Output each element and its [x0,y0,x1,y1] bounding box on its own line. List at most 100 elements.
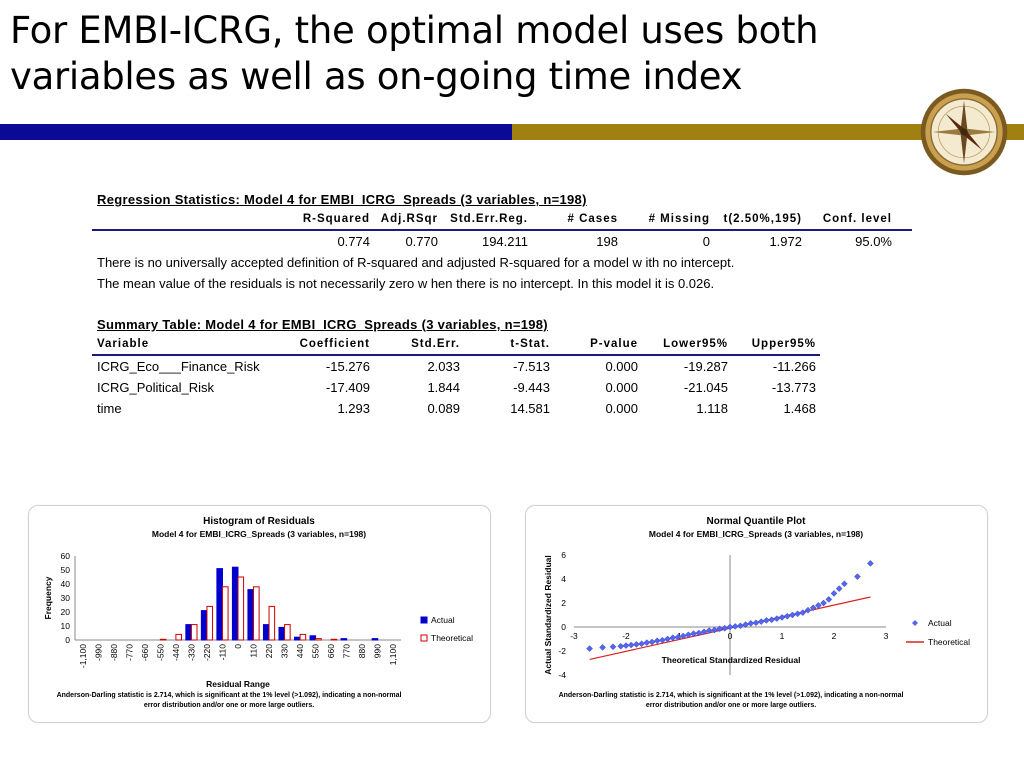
bar-actual [247,589,255,641]
cell-std-err: 1.844 [427,380,460,395]
y-tick-label: -4 [558,670,566,680]
data-point [742,621,749,628]
data-point [633,641,640,648]
bar-actual [309,635,317,641]
data-point [783,612,791,620]
data-point [731,623,739,630]
value-t-value: 1.972 [769,234,802,249]
x-tick-label: 880 [357,644,367,658]
x-tick-label: -220 [202,644,212,661]
data-point [659,636,666,644]
chart-subtitle: Model 4 for EMBI_ICRG_Spreads (3 variabl… [649,529,863,539]
regression-note-1: There is no universally accepted definit… [97,255,735,270]
y-tick-label: 10 [61,621,71,631]
x-tick-label: -880 [109,644,119,661]
data-point [768,616,775,624]
data-point [617,642,625,650]
bar-actual [185,624,192,641]
data-point [747,620,755,627]
cell-std-err: 2.033 [427,359,460,374]
x-tick-label: -440 [171,644,181,661]
y-tick-label: 40 [61,579,71,589]
x-tick-label: -1,100 [78,644,88,668]
cell-variable: ICRG_Eco___Finance_Risk [97,359,260,374]
data-point [648,638,656,646]
legend-label-theoretical: Theoretical [928,637,970,647]
data-point [763,617,770,624]
slide-title-line2: variables as well as on-going time index [10,55,743,98]
data-point [809,604,817,612]
summary-header-row: Variable Coefficient Std.Err. t-Stat. P-… [92,335,820,356]
header-variable: Variable [97,338,150,350]
cell-t-stat: -7.513 [513,359,550,374]
data-point [778,614,786,621]
regression-header-row: R-Squared Adj.RSqr Std.Err.Reg. # Cases … [92,210,912,231]
x-tick-label: -3 [570,631,578,641]
data-point [705,627,713,634]
x-tick-label: 0 [233,644,243,649]
y-tick-label: 2 [561,598,566,608]
legend-label-actual: Actual [928,618,952,628]
regression-note-2: The mean value of the residuals is not n… [97,276,715,291]
data-point [685,631,692,639]
y-tick-label: 50 [61,565,71,575]
bar-theoretical [206,605,214,641]
accent-bar-gold [512,124,1024,140]
cell-coefficient: -17.409 [325,380,370,395]
header-std-err-reg: Std.Err.Reg. [450,213,528,225]
data-point [711,626,718,634]
cell-p-value: 0.000 [605,380,638,395]
data-point [830,590,838,597]
data-point [627,641,635,649]
value-std-err-reg: 194.211 [481,234,528,249]
chart-title: Histogram of Residuals [203,516,315,527]
y-tick-label: 6 [561,550,566,560]
value-missing: 0 [702,234,710,249]
bar-actual [231,566,239,641]
header-missing: # Missing [648,213,710,225]
cell-coefficient: -15.276 [325,359,370,374]
x-tick-label: 990 [373,644,383,658]
legend-swatch-theoretical [420,634,428,642]
header-t-stat: t-Stat. [510,338,550,350]
y-tick-label: -2 [558,646,566,656]
value-adj-rsqr: 0.770 [405,234,438,249]
bar-theoretical [159,638,167,641]
legend-swatch-actual [420,616,428,624]
bar-theoretical [175,633,182,641]
data-point [820,599,827,607]
cell-variable: time [97,401,122,416]
header-t-value: t(2.50%,195) [723,213,802,225]
cell-lower95: -19.287 [683,359,728,374]
data-point [799,609,807,616]
chart-footnote: Anderson-Darling statistic is 2.714, whi… [57,692,402,699]
data-point [804,606,812,614]
bar-theoretical [221,586,229,641]
x-tick-label: 440 [295,644,305,658]
x-tick-label: 330 [280,644,290,658]
cell-upper95: -11.266 [772,359,816,374]
legend-label-theoretical: Theoretical [431,633,473,643]
chart-title: Normal Quantile Plot [707,516,807,527]
data-point [664,635,671,643]
quantile-chart: Normal Quantile Plot Model 4 for EMBI_ICR… [543,516,970,709]
header-p-value: P-value [590,338,638,350]
cell-t-stat: -9.443 [513,380,550,395]
data-point [679,632,687,640]
bar-actual [216,568,223,641]
chart-footnote: error distribution and/or one or more la… [144,702,314,709]
legend-swatch-actual [912,620,918,626]
value-conf-level: 95.0% [855,234,892,249]
bar-theoretical [268,605,276,641]
bar-actual [340,638,348,641]
x-tick-label: 110 [249,644,259,658]
cell-p-value: 0.000 [605,401,638,416]
x-tick-label: 550 [311,644,321,658]
bar-actual [278,626,286,641]
header-lower95: Lower95% [663,338,728,350]
data-point [638,640,645,648]
value-cases: 198 [596,234,618,249]
quantile-chart-box: Normal Quantile Plot Model 4 for EMBI_ICR… [525,505,988,723]
x-tick-label: 770 [342,644,352,658]
y-axis-label: Actual Standardized Residual [543,555,553,675]
